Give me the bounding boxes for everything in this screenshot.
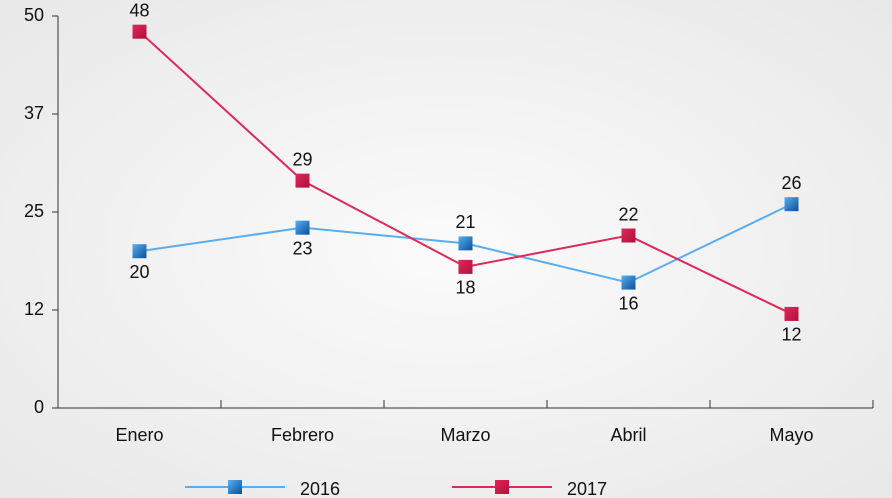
legend-marker (495, 480, 509, 494)
data-label: 23 (292, 238, 312, 258)
data-label: 21 (455, 212, 475, 232)
marker (295, 220, 310, 235)
marker (132, 24, 147, 39)
marker (458, 236, 473, 251)
x-tick-label: Abril (610, 425, 646, 445)
data-label: 16 (618, 293, 638, 313)
data-label: 18 (455, 278, 475, 298)
y-tick-label: 0 (34, 397, 44, 417)
marker (621, 228, 636, 243)
x-tick-label: Mayo (769, 425, 813, 445)
data-label: 12 (781, 325, 801, 345)
marker (621, 275, 636, 290)
y-tick-label: 37 (24, 103, 44, 123)
y-tick-label: 25 (24, 201, 44, 221)
marker (784, 197, 799, 212)
marker (132, 244, 147, 259)
x-tick-label: Enero (115, 425, 163, 445)
legend-label: 2017 (567, 479, 607, 498)
y-tick-label: 50 (24, 5, 44, 25)
data-label: 22 (618, 204, 638, 224)
marker (784, 306, 799, 321)
marker (458, 259, 473, 274)
data-label: 20 (129, 262, 149, 282)
legend-marker (228, 480, 242, 494)
marker (295, 173, 310, 188)
x-tick-label: Marzo (440, 425, 490, 445)
data-label: 48 (129, 0, 149, 20)
data-label: 26 (781, 173, 801, 193)
x-tick-label: Febrero (271, 425, 334, 445)
legend-label: 2016 (300, 479, 340, 498)
y-tick-label: 12 (24, 299, 44, 319)
data-label: 29 (292, 149, 312, 169)
